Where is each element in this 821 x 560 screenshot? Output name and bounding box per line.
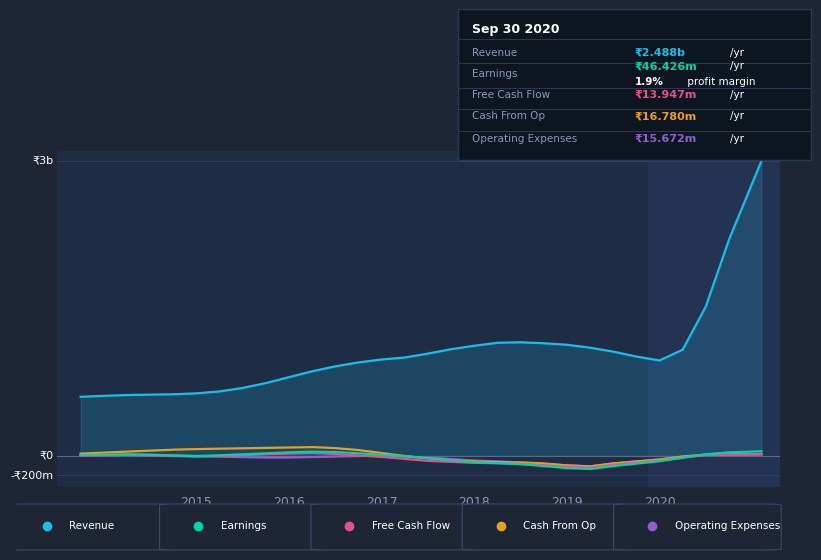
FancyBboxPatch shape <box>159 504 328 550</box>
Text: Revenue: Revenue <box>70 521 114 531</box>
Text: profit margin: profit margin <box>684 77 755 87</box>
Text: /yr: /yr <box>730 90 744 100</box>
Text: Operating Expenses: Operating Expenses <box>675 521 780 531</box>
Text: ₹16.780m: ₹16.780m <box>635 111 697 122</box>
FancyBboxPatch shape <box>462 504 630 550</box>
Text: Free Cash Flow: Free Cash Flow <box>472 90 550 100</box>
Text: /yr: /yr <box>730 62 744 72</box>
Text: ₹15.672m: ₹15.672m <box>635 134 697 144</box>
Bar <box>649 151 780 487</box>
Text: ₹0: ₹0 <box>39 451 54 461</box>
Text: Cash From Op: Cash From Op <box>472 111 545 122</box>
Text: Earnings: Earnings <box>221 521 266 531</box>
Text: /yr: /yr <box>730 111 744 122</box>
Text: ₹3b: ₹3b <box>33 156 54 166</box>
Text: Cash From Op: Cash From Op <box>523 521 596 531</box>
Text: Operating Expenses: Operating Expenses <box>472 134 577 144</box>
Text: /yr: /yr <box>730 134 744 144</box>
Text: Earnings: Earnings <box>472 69 518 79</box>
Text: ₹2.488b: ₹2.488b <box>635 48 686 58</box>
Text: 1.9%: 1.9% <box>635 77 663 87</box>
Text: -₹200m: -₹200m <box>11 470 54 480</box>
FancyBboxPatch shape <box>8 504 176 550</box>
FancyBboxPatch shape <box>311 504 479 550</box>
Text: Free Cash Flow: Free Cash Flow <box>372 521 450 531</box>
Text: Sep 30 2020: Sep 30 2020 <box>472 22 560 36</box>
Text: ₹13.947m: ₹13.947m <box>635 90 697 100</box>
Text: Revenue: Revenue <box>472 48 517 58</box>
Text: /yr: /yr <box>730 48 744 58</box>
Text: ₹46.426m: ₹46.426m <box>635 62 697 72</box>
FancyBboxPatch shape <box>613 504 782 550</box>
